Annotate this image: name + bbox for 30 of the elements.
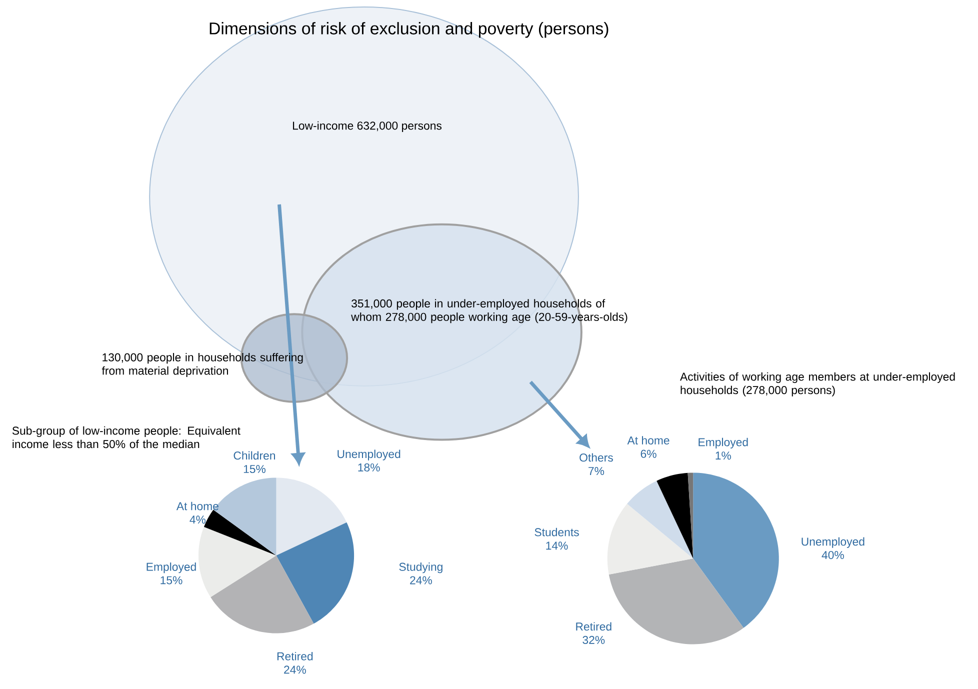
text: Low-income 632,000 persons	[293, 121, 442, 132]
slice-label: Retired	[277, 652, 313, 660]
data-label: 7%	[588, 466, 604, 475]
slice-label: At home	[627, 436, 670, 444]
data-label: 40%	[822, 550, 844, 560]
slice-label: Studying	[399, 562, 442, 574]
text: Dimensions of risk of exclusion and poverty (persons)	[210, 22, 608, 38]
data-label: 32%	[582, 636, 605, 644]
data-label: 1%	[716, 452, 732, 460]
data-label: 4%	[190, 516, 206, 524]
data-label: 24%	[410, 576, 432, 584]
chart-title: Activities of working age members at under-employed households (278,000 persons)	[680, 372, 955, 396]
data-label: 24%	[284, 666, 306, 674]
text: 130,000 people in households suffering from material deprivation	[102, 352, 303, 377]
chart-title: Sub-group of low-income people: Equivalent income less than 50% of the median	[12, 426, 240, 448]
slice-label: Unemployed	[802, 537, 864, 548]
slice-label: Students	[534, 528, 579, 536]
slice-label: Unemployed	[338, 450, 400, 460]
data-label: 14%	[546, 542, 568, 550]
slice-label: At home	[176, 502, 218, 510]
data-label: 6%	[640, 450, 656, 458]
data-label: 15%	[160, 576, 182, 584]
data-label: 18%	[358, 463, 380, 472]
slice-label: Employed	[698, 438, 748, 448]
data-label: 15%	[244, 464, 266, 473]
slice-label: Others	[580, 453, 613, 462]
text: 351,000 people in under-employed households of whom 278,000 people working age (20-59-years-olds)	[351, 299, 628, 324]
slice-label: Employed	[146, 562, 196, 574]
slice-label: Retired	[576, 622, 612, 631]
slice-label: Children	[234, 451, 275, 460]
